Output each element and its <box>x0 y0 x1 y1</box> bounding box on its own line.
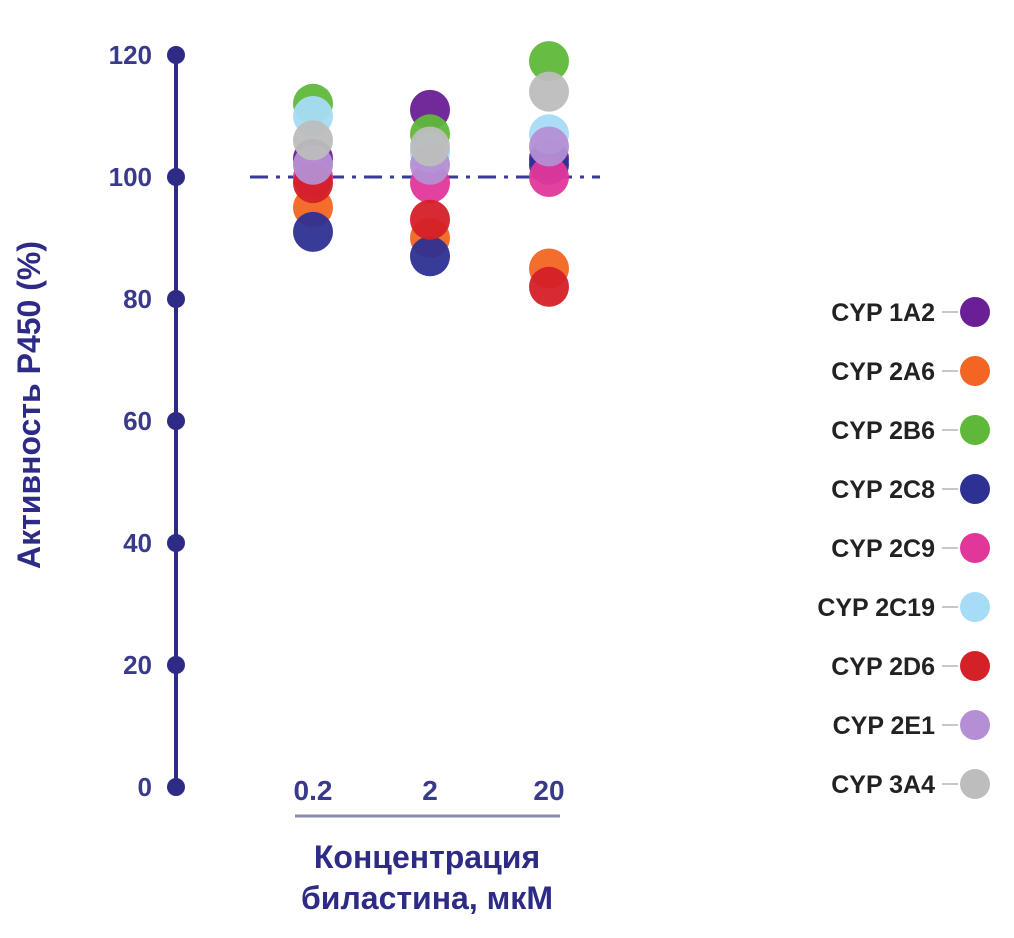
legend-label: CYP 1A2 <box>831 299 935 327</box>
y-tick-marker <box>167 778 185 796</box>
data-point <box>529 266 569 307</box>
legend-label: CYP 2C19 <box>817 594 935 622</box>
legend: CYP 1A2 CYP 2A6 CYP 2B6 CYP 2C8 CYP 2C9 CYP 2… <box>817 297 990 799</box>
legend-marker <box>960 769 990 799</box>
legend-label: CYP 2B6 <box>831 417 935 445</box>
y-tick-label: 0 <box>138 772 152 802</box>
y-tick-marker <box>167 656 185 674</box>
legend-marker <box>960 297 990 327</box>
data-point <box>293 120 333 161</box>
y-tick-label: 20 <box>123 650 152 680</box>
data-point <box>529 41 569 82</box>
y-tick-marker <box>167 168 185 186</box>
legend-marker <box>960 474 990 504</box>
legend-label: CYP 3A4 <box>831 771 935 799</box>
data-point <box>293 211 333 252</box>
y-tick-marker <box>167 412 185 430</box>
x-axis-title-line-1: Концентрация <box>314 839 540 875</box>
x-tick-label: 0.2 <box>294 775 333 806</box>
data-point <box>529 126 569 167</box>
y-tick-label: 80 <box>123 284 152 314</box>
data-point <box>529 157 569 197</box>
legend-label: CYP 2E1 <box>833 712 935 740</box>
data-point <box>410 236 450 277</box>
data-point <box>410 199 450 240</box>
legend-label: CYP 2C9 <box>831 535 935 563</box>
data-point <box>529 71 569 112</box>
y-tick-label: 120 <box>109 40 152 70</box>
y-tick-marker <box>167 534 185 552</box>
y-axis: 0 20 40 60 80 100 120 <box>109 40 185 802</box>
legend-marker <box>960 533 990 563</box>
data-point <box>410 126 450 167</box>
legend-label: CYP 2A6 <box>831 358 935 386</box>
y-tick-label: 40 <box>123 528 152 558</box>
x-axis-title-line-2: биластина, мкМ <box>301 880 553 916</box>
x-tick-label: 20 <box>533 775 564 806</box>
y-tick-label: 100 <box>109 162 152 192</box>
legend-marker <box>960 651 990 681</box>
x-tick-label: 2 <box>422 775 438 806</box>
y-tick-label: 60 <box>123 406 152 436</box>
y-tick-marker <box>167 290 185 308</box>
x-axis: 0.2 2 20 <box>294 775 565 818</box>
legend-marker <box>960 415 990 445</box>
legend-marker <box>960 592 990 622</box>
data-points <box>293 41 569 307</box>
y-axis-title: Активность P450 (%) <box>11 241 47 569</box>
legend-marker <box>960 710 990 740</box>
legend-label: CYP 2D6 <box>831 653 935 681</box>
legend-label: CYP 2C8 <box>831 476 935 504</box>
legend-marker <box>960 356 990 386</box>
y-tick-marker <box>167 46 185 64</box>
